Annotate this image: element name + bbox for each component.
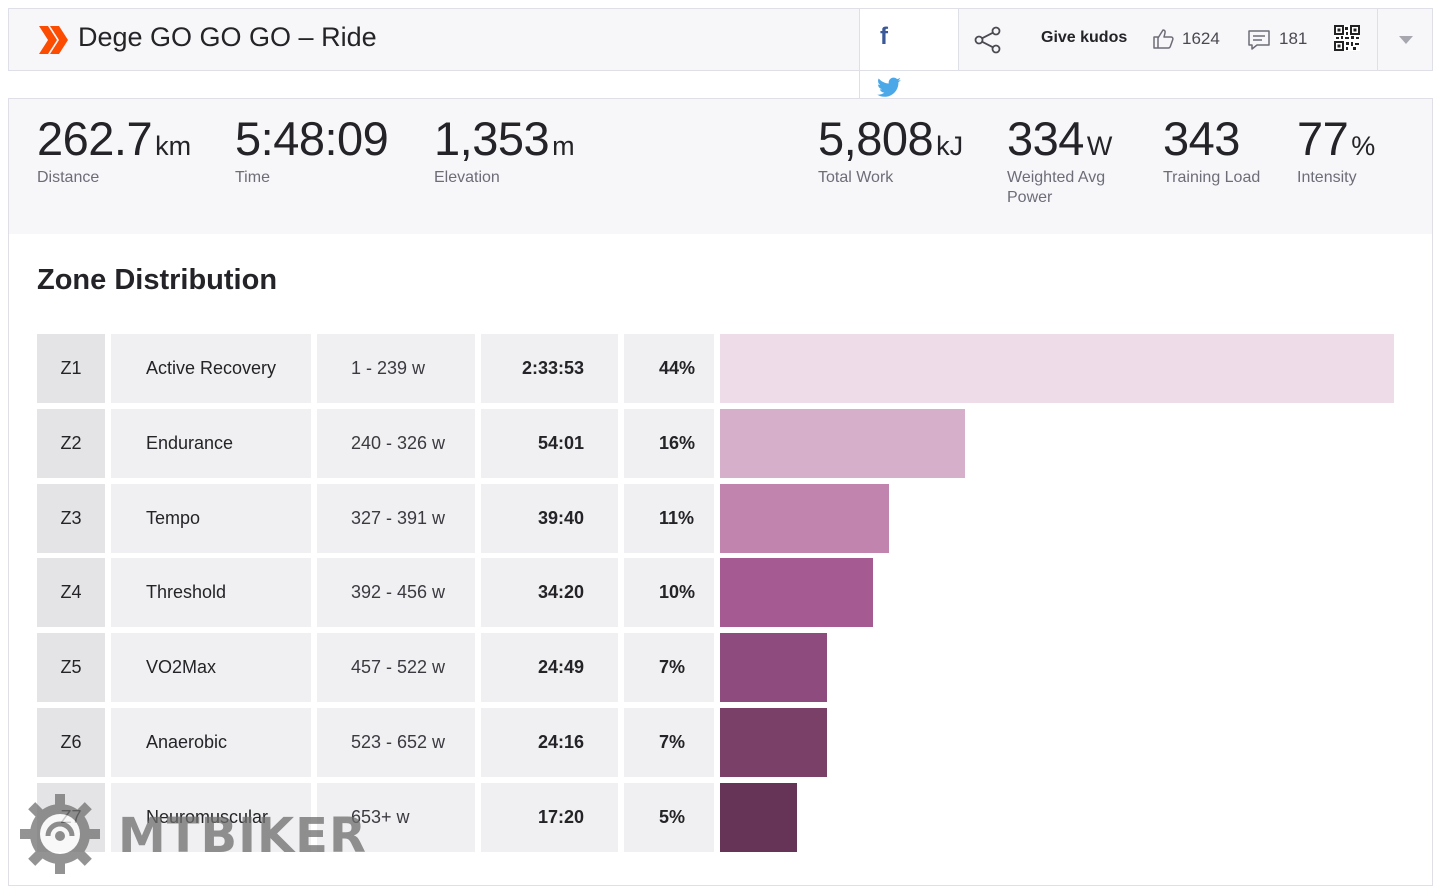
comment-icon[interactable] bbox=[1247, 28, 1271, 52]
zone-name: Anaerobic bbox=[111, 708, 311, 777]
weighted-avg-power-unit: W bbox=[1086, 131, 1113, 161]
stat-weighted-avg-power: 334 W Weighted Avg Power bbox=[1007, 111, 1127, 208]
twitter-icon bbox=[877, 77, 901, 97]
zone-percent: 5% bbox=[624, 782, 714, 852]
time-label: Time bbox=[235, 169, 270, 186]
zone-time: 39:40 bbox=[481, 483, 618, 553]
zone-label: Z2 bbox=[37, 408, 105, 478]
zone-row: Z3 Tempo 327 - 391 w 39:40 11% bbox=[37, 483, 1402, 553]
zone-bar bbox=[720, 334, 1394, 403]
zone-label: Z5 bbox=[37, 633, 105, 703]
zone-power-range: 457 - 522 w bbox=[317, 633, 475, 703]
zone-name: Neuromuscular bbox=[111, 782, 311, 852]
zone-percent: 7% bbox=[624, 633, 714, 703]
zone-bar bbox=[720, 633, 827, 703]
total-work-unit: kJ bbox=[936, 131, 964, 161]
stat-intensity: 77% Intensity bbox=[1297, 111, 1375, 188]
activity-header: Dege GO GO GO – Ride f Give kudos 1624 1… bbox=[8, 8, 1433, 71]
zone-time: 17:20 bbox=[481, 782, 618, 852]
elevation-unit: m bbox=[552, 131, 575, 161]
zone-row: Z5 VO2Max 457 - 522 w 24:49 7% bbox=[37, 633, 1402, 703]
mtbiker-watermark: MTBIKER bbox=[18, 790, 366, 880]
zone-power-range: 240 - 326 w bbox=[317, 408, 475, 478]
training-load-value: 343 bbox=[1163, 112, 1240, 165]
share-icon[interactable] bbox=[973, 25, 1003, 55]
zone-time: 54:01 bbox=[481, 408, 618, 478]
twitter-share-button[interactable] bbox=[859, 71, 919, 99]
zone-label: Z1 bbox=[37, 334, 105, 403]
elevation-label: Elevation bbox=[434, 169, 500, 186]
time-value: 5:48:09 bbox=[235, 112, 389, 165]
zone-name: Active Recovery bbox=[111, 334, 311, 403]
intensity-label: Intensity bbox=[1297, 169, 1357, 186]
zone-power-range: 327 - 391 w bbox=[317, 483, 475, 553]
zone-row: Z4 Threshold 392 - 456 w 34:20 10% bbox=[37, 558, 1402, 628]
zone-row: Z6 Anaerobic 523 - 652 w 24:16 7% bbox=[37, 708, 1402, 777]
facebook-icon: f bbox=[880, 23, 888, 50]
activity-stats: 262.7 km Distance 5:48:09 Time 1,353 m Ele… bbox=[8, 98, 1433, 235]
training-load-label: Training Load bbox=[1163, 169, 1261, 186]
zone-percent: 16% bbox=[624, 408, 714, 478]
qr-code-icon[interactable] bbox=[1334, 25, 1360, 51]
stat-time: 5:48:09 Time bbox=[235, 111, 389, 188]
zone-label: Z3 bbox=[37, 483, 105, 553]
zone-row: Z2 Endurance 240 - 326 w 54:01 16% bbox=[37, 408, 1402, 478]
zone-time: 24:49 bbox=[481, 633, 618, 703]
elevation-value: 1,353 bbox=[434, 112, 550, 165]
watermark-text: MTBIKER bbox=[118, 808, 367, 864]
zone-distribution-panel: Zone Distribution Z1 Active Recovery 1 - 2… bbox=[8, 234, 1433, 886]
distance-unit: km bbox=[155, 131, 192, 161]
zone-label: Z6 bbox=[37, 708, 105, 777]
weighted-avg-power-value: 334 bbox=[1007, 112, 1084, 165]
chevron-down-icon bbox=[1399, 36, 1413, 44]
zone-percent: 10% bbox=[624, 558, 714, 628]
zone-label: Z4 bbox=[37, 558, 105, 628]
distance-label: Distance bbox=[37, 169, 100, 186]
zone-row: Z1 Active Recovery 1 - 239 w 2:33:53 44% bbox=[37, 334, 1402, 403]
gear-logo-icon bbox=[20, 794, 100, 874]
stat-total-work: 5,808 kJ Total Work bbox=[818, 111, 963, 188]
zone-distribution-title: Zone Distribution bbox=[37, 264, 278, 296]
zone-name: VO2Max bbox=[111, 633, 311, 703]
stat-training-load: 343 Training Load bbox=[1163, 111, 1260, 188]
stat-elevation: 1,353 m Elevation bbox=[434, 111, 575, 188]
zone-bar bbox=[720, 782, 797, 852]
zone-power-range: 523 - 652 w bbox=[317, 708, 475, 777]
distance-value: 262.7 bbox=[37, 112, 153, 165]
zone-power-range: 653+ w bbox=[317, 782, 475, 852]
zone-bar bbox=[720, 558, 873, 628]
zone-name: Tempo bbox=[111, 483, 311, 553]
intensity-value: 77 bbox=[1297, 112, 1349, 165]
zone-name: Threshold bbox=[111, 558, 311, 628]
total-work-value: 5,808 bbox=[818, 112, 934, 165]
give-kudos-button[interactable]: Give kudos bbox=[1041, 29, 1128, 46]
intensity-unit: % bbox=[1351, 131, 1376, 161]
zone-power-range: 1 - 239 w bbox=[317, 334, 475, 403]
stat-distance: 262.7 km Distance bbox=[37, 111, 191, 188]
zone-bar bbox=[720, 708, 827, 777]
zone-time: 2:33:53 bbox=[481, 334, 618, 403]
zone-percent: 44% bbox=[624, 334, 714, 403]
zone-percent: 11% bbox=[624, 483, 714, 553]
comment-count[interactable]: 181 bbox=[1279, 29, 1308, 48]
zone-power-range: 392 - 456 w bbox=[317, 558, 475, 628]
zone-time: 24:16 bbox=[481, 708, 618, 777]
zone-bar bbox=[720, 483, 889, 553]
zone-bar bbox=[720, 408, 965, 478]
zone-time: 34:20 bbox=[481, 558, 618, 628]
strava-logo-icon bbox=[39, 26, 68, 54]
weighted-avg-power-label: Weighted Avg Power bbox=[1007, 169, 1106, 206]
zone-name: Endurance bbox=[111, 408, 311, 478]
facebook-share-button[interactable]: f bbox=[859, 9, 959, 70]
more-options-dropdown[interactable] bbox=[1377, 9, 1433, 70]
kudos-count[interactable]: 1624 bbox=[1182, 29, 1220, 48]
thumbs-up-icon[interactable] bbox=[1152, 27, 1176, 51]
zone-percent: 7% bbox=[624, 708, 714, 777]
total-work-label: Total Work bbox=[818, 169, 894, 186]
activity-title: Dege GO GO GO – Ride bbox=[78, 22, 377, 52]
